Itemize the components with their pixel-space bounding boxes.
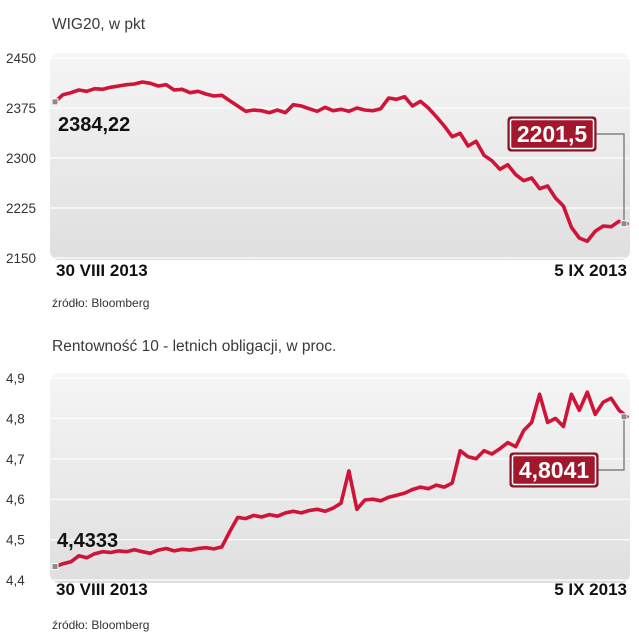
end-value-label: 2201,5: [517, 121, 588, 147]
end-point-marker: [620, 220, 628, 228]
point-markers: [51, 413, 628, 571]
y-tick-label: 2450: [6, 51, 36, 66]
end-value-label: 4,8041: [519, 457, 590, 483]
y-axis: 2450 2375 2300 2225 2150: [6, 51, 36, 266]
start-value-label: 2384,22: [58, 114, 130, 136]
end-value-box-border: [509, 118, 595, 150]
y-tick-label: 4,6: [6, 492, 25, 507]
wig20-chart: WIG20, w pkt 2450 2375 2300 2225 2150 2384,2…: [6, 16, 630, 310]
x-axis-start-label: 30 VIII 2013: [56, 580, 148, 599]
x-axis-start-label: 30 VIII 2013: [56, 261, 148, 280]
source-note: źródło: Bloomberg: [52, 296, 149, 310]
start-point-marker: [51, 98, 59, 106]
bond-yield-series-line: [53, 390, 629, 569]
gridlines: [50, 377, 630, 581]
point-markers: [51, 98, 628, 228]
chart-title: Rentowność 10 - letnich obligacji, w pro…: [52, 338, 336, 355]
y-axis: 4,9 4,8 4,7 4,6 4,5 4,4: [6, 371, 25, 588]
wig20-series-line: [53, 80, 629, 244]
y-tick-label: 2300: [6, 151, 36, 166]
y-tick-label: 4,9: [6, 371, 25, 386]
y-tick-label: 4,7: [6, 452, 25, 467]
start-value-label: 4,4333: [57, 530, 118, 552]
plot-background: [50, 373, 630, 583]
end-value-box: 2201,5: [507, 116, 597, 152]
y-tick-label: 4,5: [6, 533, 25, 548]
x-axis-end-label: 5 IX 2013: [554, 580, 627, 599]
end-value-box: 4,8041: [509, 452, 599, 488]
end-value-box-border: [511, 454, 597, 486]
y-tick-label: 2375: [6, 101, 36, 116]
end-value-connector: [596, 133, 625, 224]
y-tick-label: 4,4: [6, 573, 25, 588]
end-value-box-background: [507, 116, 597, 152]
end-value-box-background: [509, 452, 599, 488]
start-point-marker: [51, 563, 59, 571]
x-axis-end-label: 5 IX 2013: [554, 261, 627, 280]
y-tick-label: 2225: [6, 201, 36, 216]
y-tick-label: 4,8: [6, 411, 25, 426]
y-tick-label: 2150: [6, 251, 36, 266]
bond-yield-chart: Rentowność 10 - letnich obligacji, w pro…: [6, 338, 630, 632]
end-value-connector: [598, 416, 625, 471]
source-note: źródło: Bloomberg: [52, 618, 149, 632]
chart-title: WIG20, w pkt: [52, 16, 146, 33]
end-point-marker: [620, 413, 628, 421]
